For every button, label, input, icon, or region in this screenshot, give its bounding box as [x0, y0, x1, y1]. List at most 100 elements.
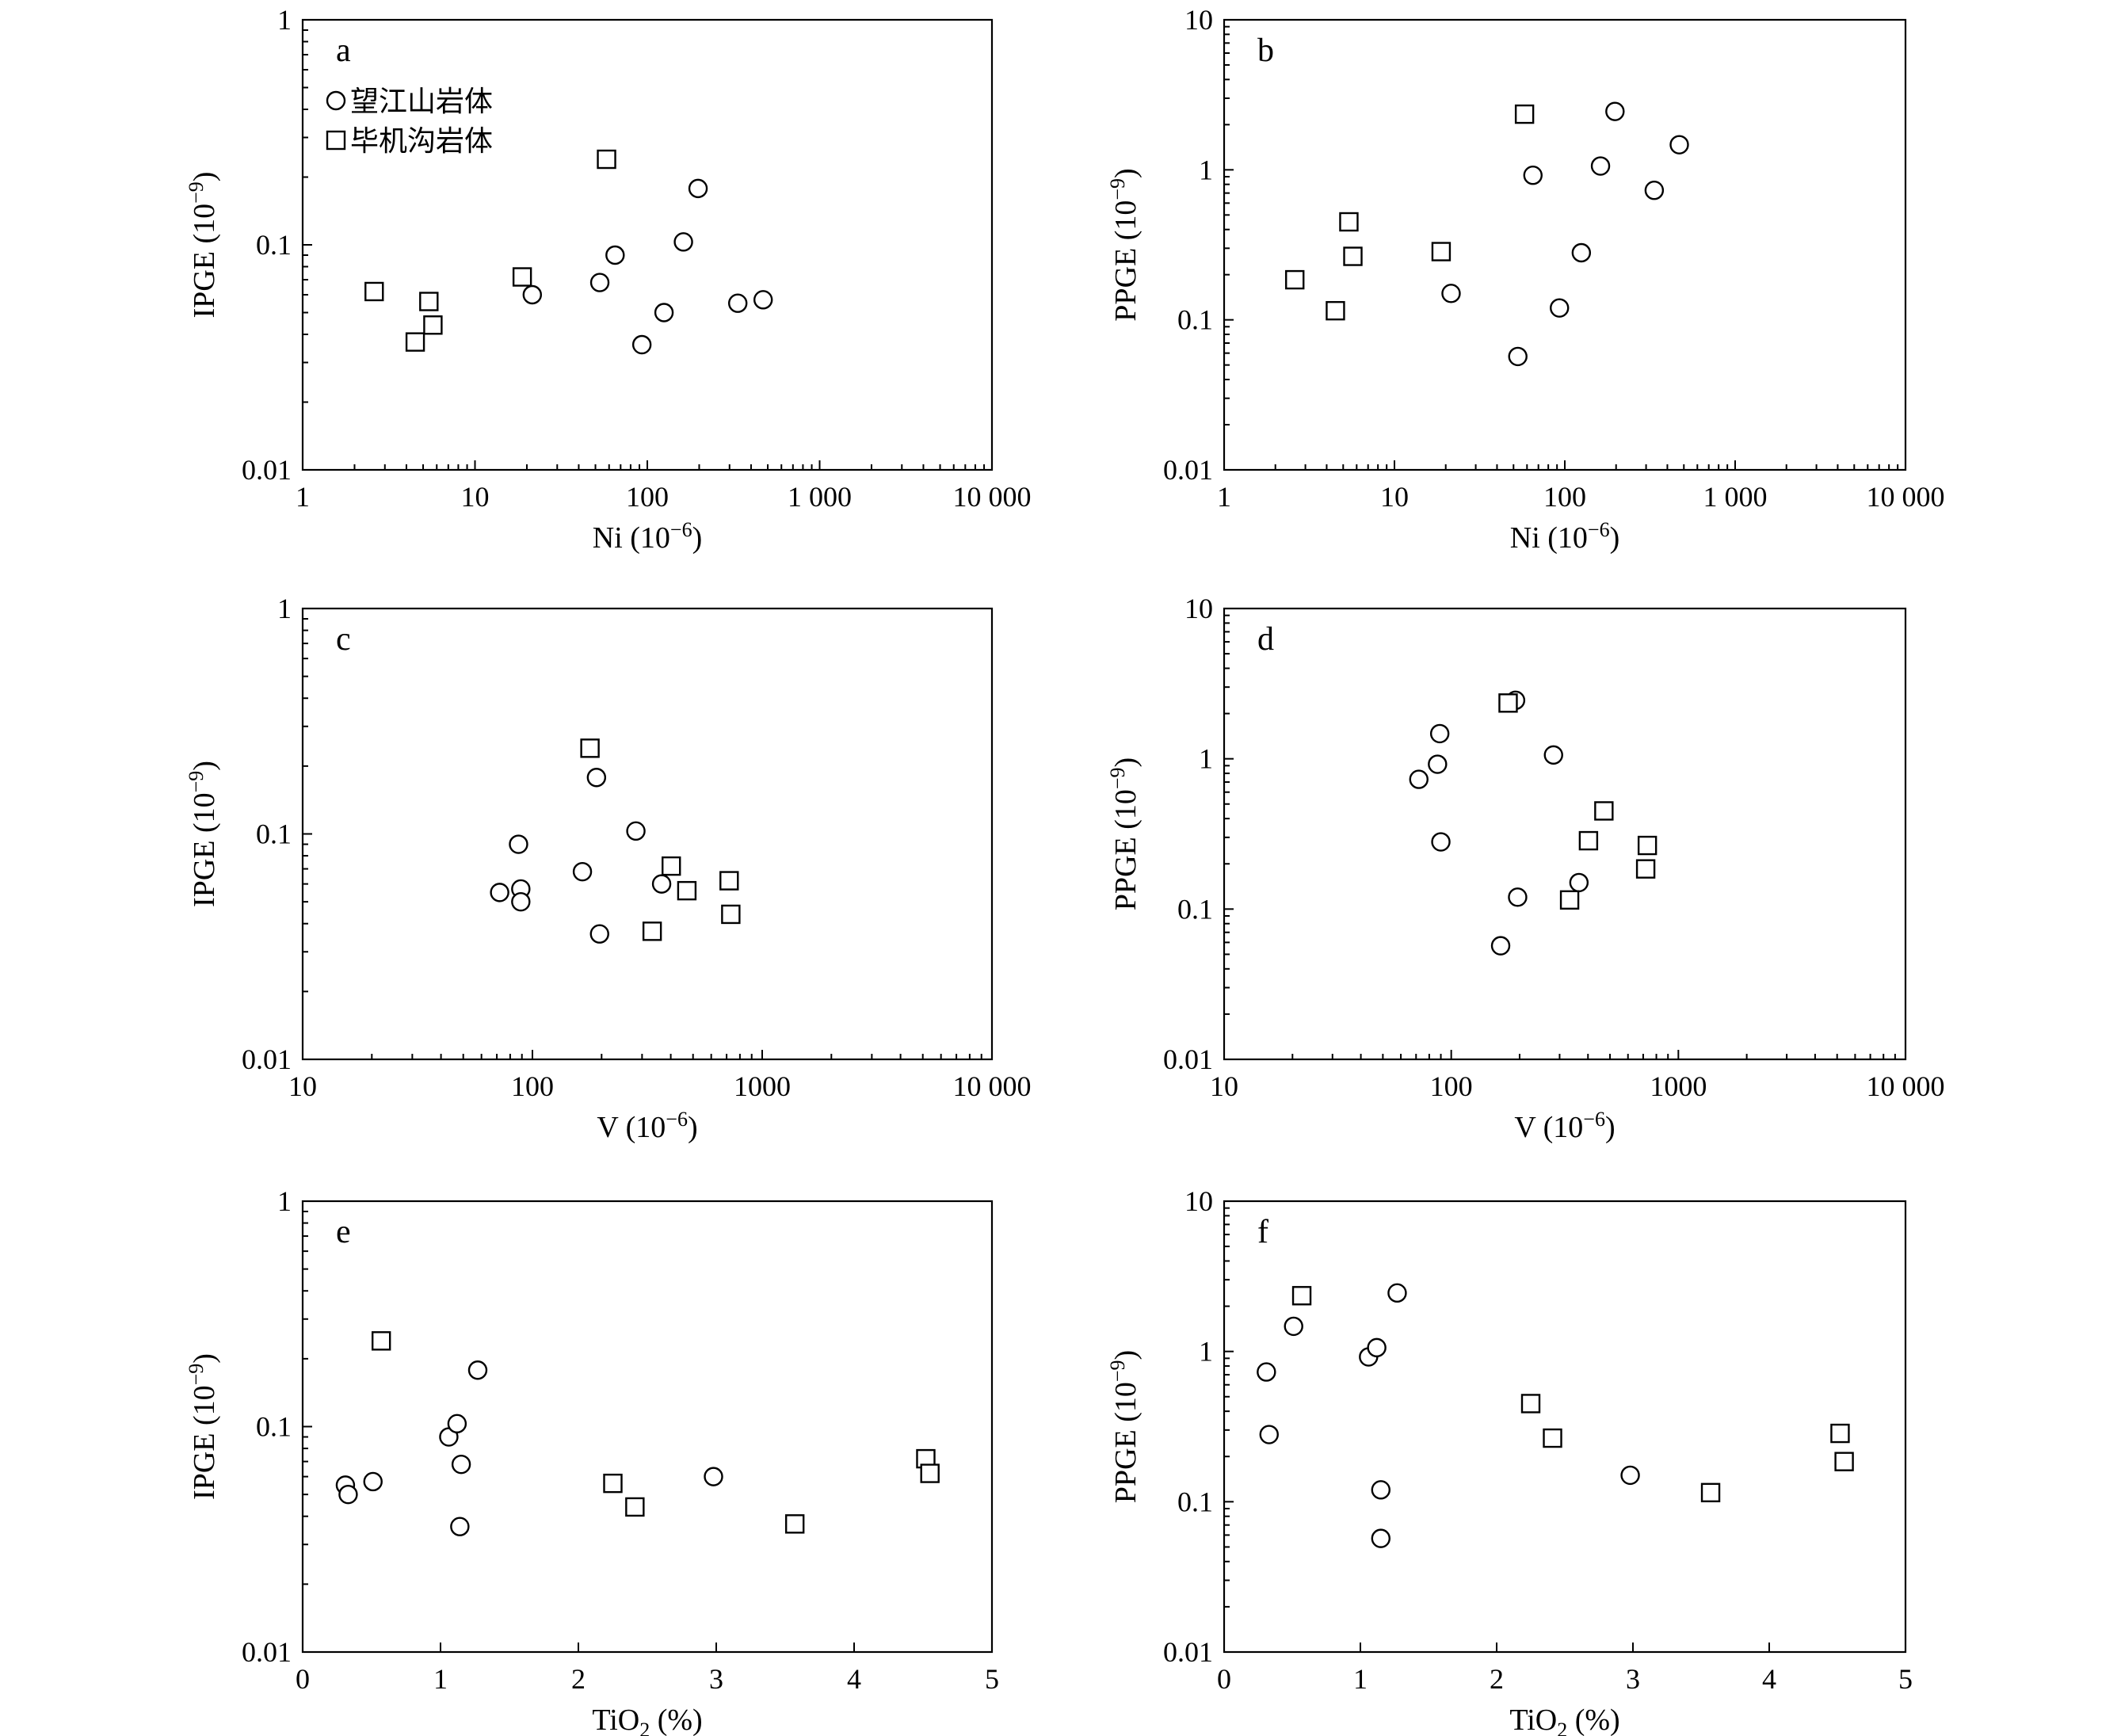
data-point-square — [405, 332, 425, 352]
data-point-circle — [1429, 723, 1450, 744]
x-tick-label: 10 000 — [953, 481, 1032, 513]
x-tick-label: 1 — [1217, 481, 1231, 513]
y-tick-label: 0.1 — [256, 1411, 292, 1443]
data-point-square — [920, 1463, 940, 1483]
y-tick-label: 0.1 — [1177, 304, 1213, 336]
plot-frame — [1223, 607, 1907, 1061]
data-point-circle — [1508, 887, 1528, 907]
x-tick-label: 1 — [1353, 1663, 1368, 1695]
data-point-square — [1339, 212, 1359, 232]
series-circle — [1257, 1283, 1640, 1548]
data-point-square — [1431, 242, 1452, 261]
data-point-square — [419, 292, 439, 311]
panel-e: 0 1 2 3 4 5 0.01 0.1 1 TiO2​ (%) IPGE (10−9​) e — [185, 1185, 999, 1736]
x-tick-label: 1000 — [1650, 1070, 1707, 1102]
data-point-circle — [1259, 1425, 1279, 1444]
y-axis-label: IPGE (10−9​) — [185, 761, 221, 907]
data-point-square — [1700, 1482, 1721, 1503]
x-axis-label: Ni (10−6​) — [593, 518, 702, 555]
x-tick-label: 4 — [847, 1663, 861, 1695]
data-point-square — [364, 281, 384, 302]
data-point-circle — [1428, 754, 1448, 774]
data-point-square — [597, 149, 616, 170]
x-axis-label: V (10−6​) — [1514, 1108, 1615, 1144]
legend-marker-square — [326, 130, 346, 151]
data-point-circle — [753, 290, 773, 310]
data-point-circle — [522, 284, 543, 305]
x-tick-label: 3 — [1626, 1663, 1640, 1695]
x-axis-label: Ni (10−6​) — [1510, 518, 1619, 555]
y-tick-label: 0.01 — [1163, 454, 1213, 486]
data-point-circle — [1257, 1362, 1276, 1382]
x-tick-label: 100 — [626, 481, 669, 513]
panel-letter: c — [336, 621, 351, 658]
data-point-square — [642, 921, 662, 941]
y-tick-label: 0.1 — [256, 229, 292, 261]
plot-frame — [1223, 1200, 1907, 1654]
data-point-square — [1559, 890, 1580, 910]
panel-c: 10 100 1000 10 000 0.01 0.1 1 V (10−6​) IPGE (10… — [185, 593, 1032, 1144]
x-tick-label: 1 — [296, 481, 310, 513]
data-point-circle — [589, 924, 609, 944]
legend-label: 望江山岩体 — [350, 86, 493, 118]
y-tick-label: 1 — [277, 593, 292, 624]
data-point-square — [677, 880, 697, 901]
y-tick-label: 0.01 — [242, 454, 292, 486]
x-tick-label: 0 — [1217, 1663, 1231, 1695]
data-point-circle — [1550, 298, 1570, 318]
x-axis-label: TiO2​ (%) — [592, 1704, 702, 1736]
data-point-square — [1834, 1452, 1854, 1471]
data-point-square — [1578, 830, 1599, 851]
x-axis-label: V (10−6​) — [597, 1108, 697, 1144]
panel-letter: d — [1257, 621, 1274, 658]
x-tick-label: 1 000 — [1703, 481, 1768, 513]
x-tick-label: 5 — [1898, 1663, 1913, 1695]
data-point-circle — [451, 1454, 471, 1475]
data-point-circle — [1371, 1480, 1391, 1500]
y-tick-label: 0.01 — [242, 1636, 292, 1668]
data-point-square — [721, 904, 741, 925]
data-point-circle — [1620, 1465, 1640, 1486]
data-point-square — [662, 856, 681, 876]
data-point-circle — [1644, 181, 1665, 200]
x-tick-label: 10 000 — [1867, 481, 1945, 513]
data-point-square — [719, 871, 739, 891]
x-tick-label: 2 — [1490, 1663, 1504, 1695]
data-point-circle — [490, 883, 509, 902]
panel-d: 10 100 1000 10 000 0.01 0.1 1 10 V (10−6​) PPGE (… — [1106, 593, 1945, 1144]
data-point-circle — [1490, 936, 1511, 956]
x-tick-label: 4 — [1762, 1663, 1776, 1695]
series-circle — [522, 178, 773, 355]
x-tick-label: 100 — [511, 1070, 554, 1102]
y-axis-label: IPGE (10−9​) — [185, 172, 221, 319]
panel-letter: a — [336, 32, 351, 69]
data-point-circle — [1371, 1528, 1391, 1548]
data-point-circle — [1284, 1316, 1303, 1337]
data-point-circle — [511, 891, 531, 912]
data-point-circle — [1387, 1283, 1407, 1303]
data-point-square — [1830, 1423, 1850, 1444]
panel-letter: e — [336, 1214, 351, 1250]
series-circle — [1409, 690, 1589, 956]
data-point-circle — [1543, 745, 1563, 765]
data-point-square — [1637, 835, 1658, 856]
data-point-circle — [338, 1484, 358, 1505]
data-point-square — [1326, 300, 1345, 321]
y-tick-label: 10 — [1184, 1185, 1213, 1217]
data-point-square — [1635, 859, 1656, 879]
x-axis-label: TiO2​ (%) — [1509, 1704, 1619, 1736]
x-tick-label: 1 — [433, 1663, 448, 1695]
data-point-circle — [363, 1471, 383, 1492]
x-tick-label: 1000 — [734, 1070, 791, 1102]
y-tick-label: 1 — [1199, 743, 1213, 775]
data-point-square — [625, 1497, 645, 1517]
data-point-circle — [467, 1360, 488, 1380]
series-square — [580, 738, 741, 941]
data-point-square — [603, 1473, 623, 1494]
y-tick-label: 1 — [1199, 1336, 1213, 1368]
data-point-circle — [1605, 101, 1625, 121]
data-point-circle — [1367, 1337, 1387, 1358]
y-tick-label: 1 — [277, 1185, 292, 1217]
